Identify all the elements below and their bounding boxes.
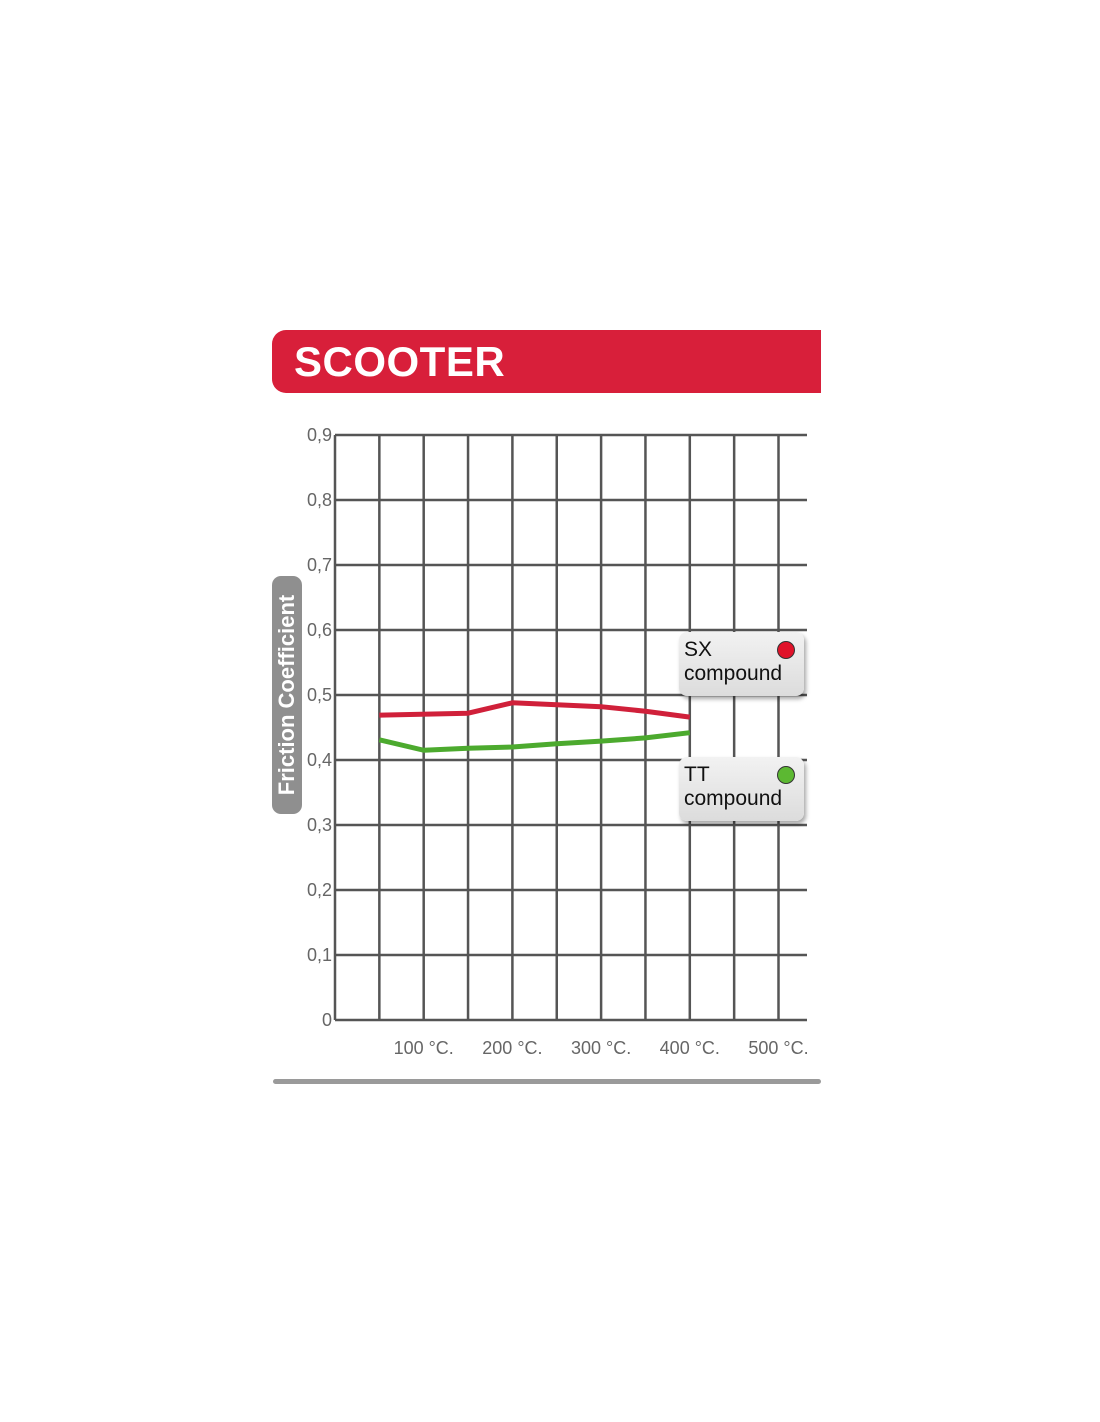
legend-sx-dot xyxy=(777,641,795,659)
y-tick-label: 0,1 xyxy=(307,945,332,965)
y-tick-label: 0,6 xyxy=(307,620,332,640)
legend-sx: SX compound xyxy=(679,632,804,696)
legend-tt-sub: compound xyxy=(684,787,783,810)
x-tick-label: 200 °C. xyxy=(482,1038,542,1058)
legend-sx-sub: compound xyxy=(684,662,783,685)
chart-title: SCOOTER xyxy=(294,338,506,385)
x-tick-label: 300 °C. xyxy=(571,1038,631,1058)
y-tick-label: 0,9 xyxy=(307,425,332,445)
legend-tt: TT compound xyxy=(679,757,804,821)
bottom-divider xyxy=(273,1079,821,1084)
y-axis-label: Friction Coefficient xyxy=(274,594,299,796)
y-tick-label: 0,8 xyxy=(307,490,332,510)
y-tick-label: 0,2 xyxy=(307,880,332,900)
series-line-sx xyxy=(379,700,691,720)
x-tick-label: 100 °C. xyxy=(394,1038,454,1058)
legend-sx-name: SX xyxy=(684,638,713,661)
series-line-tt xyxy=(378,730,691,753)
x-tick-label: 400 °C. xyxy=(660,1038,720,1058)
y-tick-label: 0,7 xyxy=(307,555,332,575)
y-tick-label: 0,4 xyxy=(307,750,332,770)
chart-title-banner: SCOOTER xyxy=(272,330,821,393)
y-tick-label: 0,3 xyxy=(307,815,332,835)
x-tick-label: 500 °C. xyxy=(748,1038,808,1058)
y-axis-label-pill: Friction Coefficient xyxy=(272,576,302,814)
legend-tt-name: TT xyxy=(684,763,710,786)
legend-tt-dot xyxy=(777,766,795,784)
y-tick-label: 0,5 xyxy=(307,685,332,705)
y-tick-label: 0 xyxy=(322,1010,332,1030)
